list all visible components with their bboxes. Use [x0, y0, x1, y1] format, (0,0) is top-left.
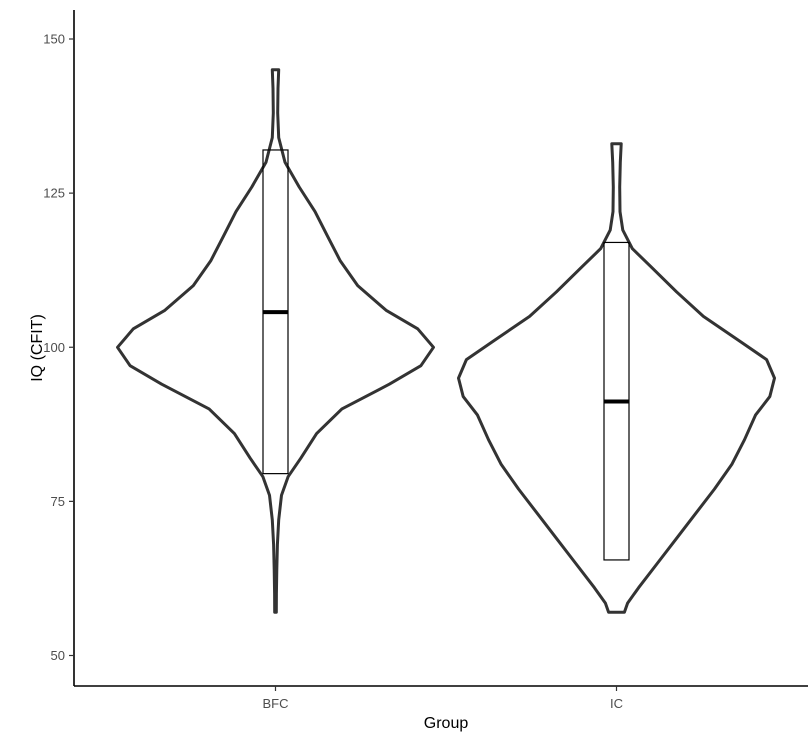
plot-area: [116, 68, 776, 614]
y-tick-label: 150: [43, 32, 65, 47]
y-tick-label: 50: [51, 648, 65, 663]
x-axis-title: Group: [424, 715, 469, 732]
x-axis-ticks: BFC IC: [263, 686, 623, 711]
violin-bfc: [116, 68, 435, 614]
y-axis-title: IQ (CFIT): [29, 314, 46, 382]
violin-ic: [457, 142, 776, 614]
x-tick-label: BFC: [263, 696, 289, 711]
y-axis-ticks: 50 75 100 125 150: [43, 32, 74, 663]
x-tick-label: IC: [610, 696, 623, 711]
y-tick-label: 125: [43, 186, 65, 201]
y-tick-label: 75: [51, 494, 65, 509]
y-tick-label: 100: [43, 340, 65, 355]
